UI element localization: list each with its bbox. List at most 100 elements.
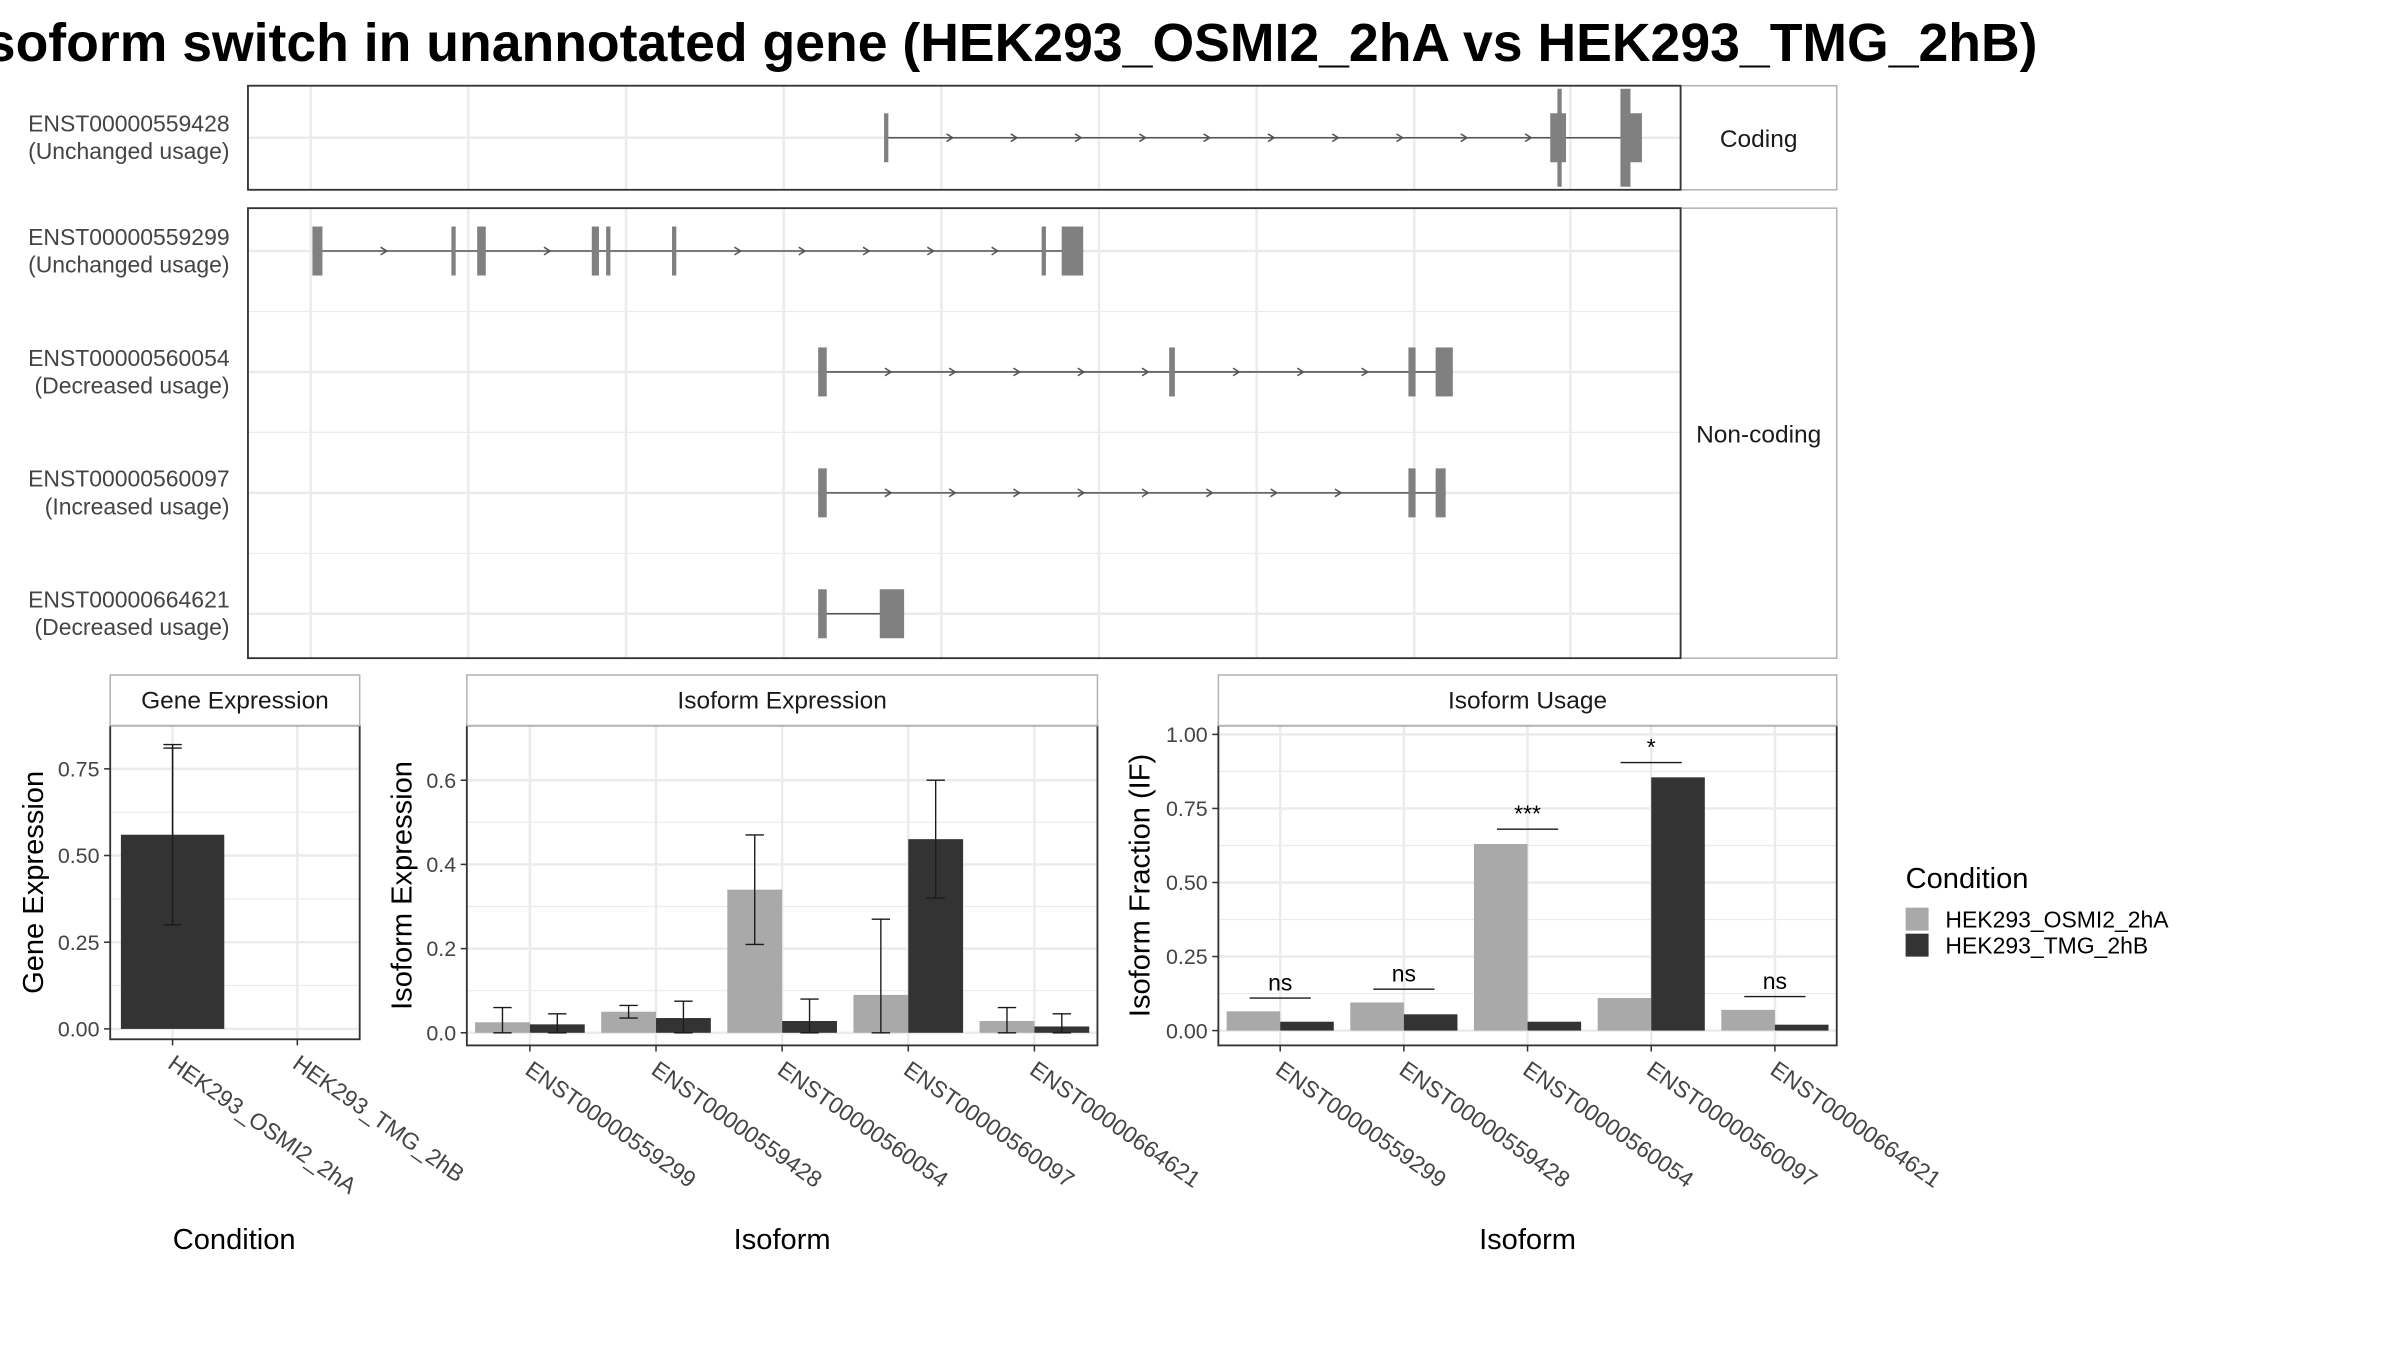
significance-label: ns xyxy=(1763,968,1787,994)
isoform-id-label: ENST00000664621 xyxy=(28,587,230,613)
intron-direction-arrow xyxy=(1296,367,1305,377)
exon-block xyxy=(818,347,827,397)
intron-direction-arrow xyxy=(991,246,1000,256)
group-strip-label: Coding xyxy=(1720,126,1798,153)
bar-HEK293_OSMI2_2hA-ENST00000559428 xyxy=(1350,1002,1404,1031)
intron-direction-arrow xyxy=(1141,367,1150,377)
exon-block xyxy=(884,113,889,163)
intron-direction-arrow xyxy=(1010,133,1019,143)
panel-title: Isoform Expression xyxy=(677,688,886,715)
bar-HEK293_TMG_2hB-ENST00000664621 xyxy=(1774,1024,1829,1031)
intron-direction-arrow xyxy=(1232,367,1241,377)
y-tick-label: 0.50 xyxy=(58,844,100,868)
intron-direction-arrow xyxy=(1013,367,1022,377)
bar-HEK293_TMG_2hB-ENST00000559299 xyxy=(1280,1021,1334,1031)
transcript-group-0: Coding ENST00000559428(Unchanged usage) xyxy=(28,84,1838,191)
intron-direction-arrow xyxy=(1460,133,1469,143)
y-tick-label: 0.75 xyxy=(58,758,100,782)
x-axis-title: Condition xyxy=(173,1224,296,1256)
exon-block xyxy=(606,226,611,276)
isoform-usage-label: (Unchanged usage) xyxy=(28,251,229,277)
intron-direction-arrow xyxy=(1203,133,1212,143)
panel-border xyxy=(247,84,1682,191)
bar-HEK293_OSMI2_2hA-ENST00000559299 xyxy=(1226,1011,1281,1031)
bar-HEK293_OSMI2_2hA-ENST00000664621 xyxy=(1721,1009,1775,1031)
y-tick-label: 0.6 xyxy=(426,769,456,793)
intron-direction-arrow xyxy=(734,246,743,256)
panel-border xyxy=(247,207,1682,660)
y-axis-title: Gene Expression xyxy=(18,771,50,994)
legend-swatch xyxy=(1905,933,1929,957)
figure-title: Isoform switch in unannotated gene (HEK2… xyxy=(0,14,2038,73)
exon-block xyxy=(1061,226,1084,276)
intron-direction-arrow xyxy=(1334,488,1343,498)
intron-direction-arrow xyxy=(543,246,552,256)
significance-label: ns xyxy=(1268,969,1292,995)
exon-block xyxy=(1041,226,1046,276)
panel-strip xyxy=(1217,674,1838,727)
isoform-structure-ENST00000560097: ENST00000560097(Increased usage) xyxy=(28,466,1446,519)
exon-block xyxy=(1435,347,1453,397)
group-strip-label: Non-coding xyxy=(1696,421,1821,448)
intron-direction-arrow xyxy=(862,246,871,256)
intron-direction-arrow xyxy=(798,246,807,256)
cds-exon-block xyxy=(1620,88,1631,187)
bar-HEK293_TMG_2hB-ENST00000559428 xyxy=(1403,1014,1458,1031)
isoform-structure-ENST00000559428: ENST00000559428(Unchanged usage) xyxy=(28,88,1642,187)
intron-direction-arrow xyxy=(1074,133,1083,143)
exon-block xyxy=(477,226,486,276)
isoform-id-label: ENST00000560054 xyxy=(28,345,230,371)
intron-direction-arrow xyxy=(1138,133,1147,143)
intron-direction-arrow xyxy=(884,488,893,498)
exon-block xyxy=(1408,468,1416,518)
intron-direction-arrow xyxy=(926,246,935,256)
exon-block xyxy=(672,226,677,276)
y-axis-title: Isoform Fraction (IF) xyxy=(1124,754,1156,1017)
y-tick-label: 0.50 xyxy=(1166,871,1208,895)
y-tick-label: 0.75 xyxy=(1166,797,1208,821)
bar-HEK293_OSMI2_2hA-ENST00000560097 xyxy=(1597,998,1652,1031)
isoform-structure-ENST00000664621: ENST00000664621(Decreased usage) xyxy=(28,587,905,640)
exon-block xyxy=(818,589,827,639)
intron-direction-arrow xyxy=(1077,488,1086,498)
isoform-usage-label: (Increased usage) xyxy=(45,493,230,519)
intron-direction-arrow xyxy=(1267,133,1276,143)
y-tick-label: 1.00 xyxy=(1166,723,1208,747)
group-strip xyxy=(1679,207,1838,659)
bar-HEK293_TMG_2hB-ENST00000560054 xyxy=(1527,1021,1582,1031)
intron-direction-arrow xyxy=(1141,488,1150,498)
exon-block xyxy=(591,226,599,276)
panel-strip xyxy=(109,674,361,727)
isoform-structure-ENST00000559299: ENST00000559299(Unchanged usage) xyxy=(28,224,1084,277)
group-strip xyxy=(1679,84,1838,191)
significance-label: * xyxy=(1647,734,1656,760)
isoform-id-label: ENST00000560097 xyxy=(28,466,230,492)
intron-direction-arrow xyxy=(1270,488,1279,498)
y-axis-title: Isoform Expression xyxy=(387,761,419,1010)
exon-block xyxy=(1408,347,1416,397)
y-tick-label: 0.2 xyxy=(426,937,456,961)
legend-item-label: HEK293_TMG_2hB xyxy=(1945,933,2148,959)
exon-block xyxy=(451,226,456,276)
intron-direction-arrow xyxy=(1205,488,1214,498)
exon-block xyxy=(818,468,827,518)
exon-block xyxy=(312,226,323,276)
intron-direction-arrow xyxy=(1077,367,1086,377)
isoform-id-label: ENST00000559428 xyxy=(28,111,230,137)
y-tick-label: 0.4 xyxy=(426,853,456,877)
intron-direction-arrow xyxy=(884,367,893,377)
x-axis-title: Isoform xyxy=(1479,1224,1576,1256)
x-axis-title: Isoform xyxy=(734,1224,831,1256)
y-tick-label: 0.00 xyxy=(1166,1019,1208,1043)
exon-block xyxy=(879,589,905,639)
intron-direction-arrow xyxy=(1524,133,1533,143)
legend-title: Condition xyxy=(1906,863,2029,895)
cds-exon-block xyxy=(1557,88,1562,187)
legend-item-label: HEK293_OSMI2_2hA xyxy=(1945,907,2169,933)
isoform-usage-label: (Unchanged usage) xyxy=(28,138,229,164)
isoform-usage-label: (Decreased usage) xyxy=(35,614,230,640)
